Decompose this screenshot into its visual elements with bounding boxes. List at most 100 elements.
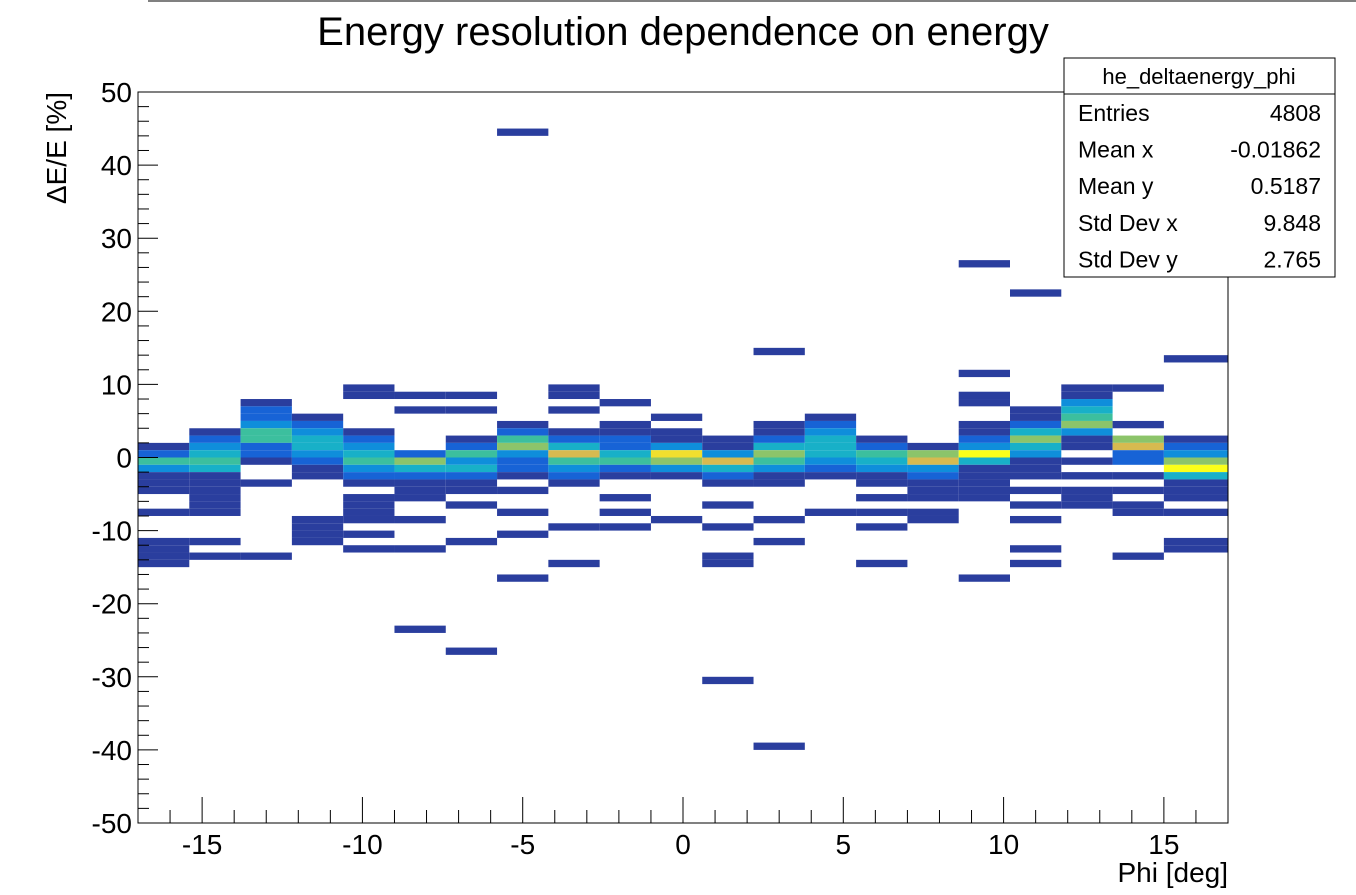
heatmap-cell [702, 464, 754, 473]
heatmap-cell [753, 442, 805, 451]
heatmap-cell [548, 464, 600, 473]
heatmap-cell [1163, 472, 1228, 480]
heatmap-cell [445, 537, 498, 546]
heatmap-cell [702, 479, 754, 487]
heatmap-cell [907, 494, 959, 502]
heatmap-cell [138, 508, 190, 516]
heatmap-cell [958, 450, 1010, 458]
heatmap-cell [1010, 289, 1062, 297]
heatmap-cell [1061, 420, 1113, 429]
heatmap-cell [599, 457, 651, 465]
stats-row-value: 4808 [1270, 100, 1321, 126]
heatmap-cell [1112, 501, 1164, 509]
heatmap-cell [804, 428, 857, 436]
heatmap-cell [1163, 355, 1228, 363]
heatmap-cell [240, 479, 292, 487]
heatmap-cell [291, 537, 344, 546]
heatmap-cell [753, 450, 805, 458]
heatmap-cell [804, 420, 857, 429]
heatmap-cell [753, 464, 805, 473]
x-axis: -15 -10 -5 0 5 10 15 [137, 797, 1229, 860]
heatmap-cell [958, 260, 1010, 268]
heatmap-cell [1061, 494, 1113, 502]
heatmap-cell [189, 457, 241, 465]
heatmap-cell [343, 479, 395, 487]
stats-row-value: 0.5187 [1251, 173, 1321, 199]
stats-row-label: Mean y [1078, 173, 1154, 199]
heatmap-cell [958, 472, 1010, 480]
heatmap-cell [1010, 559, 1062, 568]
y-tick-label: -50 [92, 808, 132, 839]
heatmap-cell [1061, 391, 1113, 400]
heatmap-cell [650, 428, 703, 436]
heatmap-cell [138, 479, 190, 487]
heatmap-cell [1163, 494, 1228, 502]
heatmap-cell [702, 450, 754, 458]
heatmap-cell [1112, 420, 1164, 429]
x-tick-label: 5 [836, 829, 852, 860]
heatmap-cell [753, 428, 805, 436]
heatmap-cell [138, 552, 190, 560]
y-tick-label: -40 [92, 735, 132, 766]
heatmap-cell [753, 457, 805, 465]
heatmap-cell [958, 479, 1010, 487]
heatmap-cell [702, 442, 754, 451]
heatmap-cell [343, 515, 395, 524]
heatmap-cell [343, 530, 395, 538]
heatmap-cell [599, 399, 651, 407]
x-tick-label: 15 [1148, 829, 1179, 860]
heatmap-cell [343, 391, 395, 400]
y-tick-label: 40 [101, 150, 132, 181]
heatmap-cell [958, 435, 1010, 443]
heatmap-cell [497, 464, 549, 473]
heatmap-cell [1061, 501, 1113, 509]
heatmap-cell [394, 625, 446, 633]
heatmap-cell [958, 442, 1010, 451]
heatmap-cell [445, 464, 498, 473]
heatmap-cell [138, 486, 190, 495]
heatmap-cell [497, 435, 549, 443]
heatmap-cell [394, 457, 446, 465]
heatmap-cell [1061, 406, 1113, 414]
heatmap-cell [958, 399, 1010, 407]
heatmap-cell [189, 494, 241, 502]
heatmap-cell [394, 406, 446, 414]
heatmap-cell [445, 472, 498, 480]
heatmap-cell [497, 472, 549, 480]
heatmap-cell [1112, 384, 1164, 392]
stats-row-label: Mean x [1078, 137, 1154, 163]
heatmap-cell [599, 428, 651, 436]
stats-box: he_deltaenergy_phi Entries 4808 Mean x -0.0… [1063, 57, 1336, 278]
heatmap-cell [497, 450, 549, 458]
heatmap-cell [804, 442, 857, 451]
heatmap-cell [548, 450, 600, 458]
heatmap-cell [343, 457, 395, 465]
heatmap-cell [650, 472, 703, 480]
heatmap-cell [650, 464, 703, 473]
heatmap-cell [650, 450, 703, 458]
heatmap-cell [1010, 472, 1062, 480]
heatmap-cell [291, 472, 344, 480]
x-tick-label: -10 [342, 829, 382, 860]
heatmap-cell [497, 128, 549, 136]
heatmap-cell [1163, 486, 1228, 495]
heatmap-cell [548, 457, 600, 465]
heatmap-cell [1163, 457, 1228, 465]
heatmap-cell [497, 428, 549, 436]
heatmap-cell [1010, 457, 1062, 465]
heatmap-cell [1010, 435, 1062, 443]
heatmap-cell [189, 435, 241, 443]
heatmap-cell [445, 391, 498, 400]
heatmap-cell [445, 442, 498, 451]
heatmap-cell [753, 472, 805, 480]
heatmap-cell [958, 420, 1010, 429]
heatmap-cell [189, 501, 241, 509]
heatmap-cell [343, 428, 395, 436]
heatmap-cell [907, 450, 959, 458]
heatmap-cell [445, 406, 498, 414]
heatmap-cell [291, 442, 344, 451]
x-tick-label: -15 [182, 829, 222, 860]
heatmap-cell [548, 523, 600, 531]
heatmap-cell [1010, 515, 1062, 524]
heatmap-cell [1112, 457, 1164, 465]
